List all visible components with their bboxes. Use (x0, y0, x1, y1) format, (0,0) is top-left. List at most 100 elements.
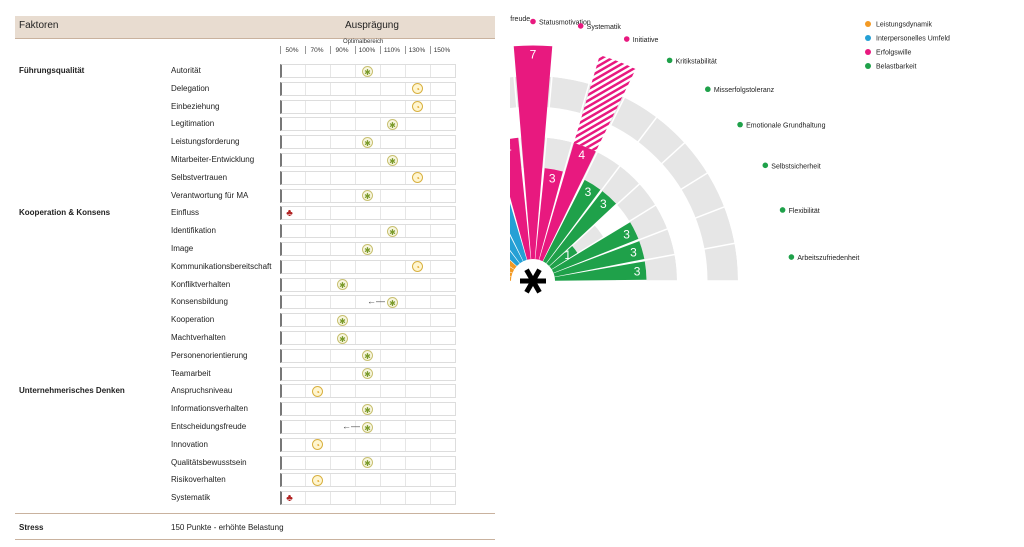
factor-row (280, 473, 456, 488)
item-label: Statusmotivation (539, 20, 591, 27)
grid-line (355, 349, 356, 362)
scale-label: 110% (383, 47, 401, 54)
label-dot (666, 57, 673, 64)
grid-line (380, 243, 381, 255)
item-label: Systematik (587, 24, 622, 31)
bar-value: 1 (564, 248, 571, 262)
bar-einsatzfreude (510, 137, 531, 260)
grid-line (430, 278, 431, 291)
grid-line (380, 332, 381, 344)
sector-divider (510, 46, 532, 260)
grid-line (330, 332, 331, 344)
grid-line (405, 367, 406, 380)
legend-entry: Interpersonelles Umfeld (876, 36, 950, 43)
grid-line (430, 225, 431, 238)
value-marker: ✱ (387, 225, 398, 237)
grid-line (430, 118, 431, 131)
grid-line (380, 225, 381, 238)
factor-label: Identifikation (171, 226, 216, 236)
sector-divider (553, 195, 753, 274)
bar-auftreten (510, 235, 523, 264)
grid-line (405, 278, 406, 291)
grid-line (405, 492, 406, 505)
grid-line (330, 349, 331, 362)
label-dot (623, 36, 630, 42)
grid-line (430, 332, 431, 344)
sector-divider (538, 54, 599, 261)
optimal-range-label: Optimalbereich (343, 39, 384, 45)
grid-line (305, 82, 306, 95)
value-marker: ✱ (387, 118, 398, 130)
value-marker: ◔ (312, 439, 323, 451)
arrow-left-icon: ←— (342, 421, 360, 431)
bar-flexibilität (553, 241, 645, 277)
grid-line (405, 189, 406, 202)
value-marker: ✱ (362, 368, 373, 380)
grid-line (330, 82, 331, 95)
grid-line (305, 403, 306, 416)
value-marker: ♣ (286, 207, 293, 219)
header-factors: Faktoren (19, 20, 59, 31)
value-marker: ◔ (412, 172, 423, 184)
item-label: Emotionale Grundhaltung (746, 123, 825, 130)
grid-line (405, 403, 406, 416)
header-auspraegung: Ausprägung (345, 20, 399, 31)
factor-label: Personenorientierung (171, 350, 248, 360)
grid-line (330, 314, 331, 327)
grid-line (305, 260, 306, 273)
label-dot (779, 207, 786, 213)
grid-line (355, 456, 356, 469)
factor-row (280, 313, 456, 328)
sector-divider (534, 46, 556, 260)
factor-label: Risikoverhalten (171, 475, 226, 485)
grid-line (305, 385, 306, 398)
grid-line (355, 136, 356, 149)
factor-row (280, 170, 456, 185)
grid-line (355, 474, 356, 487)
grid-line (380, 278, 381, 291)
bar-einfühlungsvermögen (510, 203, 527, 262)
item-label: Initiative (633, 37, 659, 44)
grid-line (380, 189, 381, 202)
factor-label: Autorität (171, 66, 201, 75)
grid-line (380, 403, 381, 416)
sector-divider (548, 121, 708, 267)
factor-row (280, 420, 456, 434)
grid-line (430, 314, 431, 327)
factor-label: Mitarbeiter-Entwicklung (171, 155, 255, 164)
bar-statusmotivation (513, 45, 553, 260)
grid-line (380, 474, 381, 487)
stress-label: Stress (19, 523, 44, 532)
grid-line (380, 65, 381, 77)
label-dot (762, 162, 769, 169)
label-dot (577, 23, 584, 29)
factor-row (280, 348, 456, 363)
grid-line (430, 492, 431, 505)
factor-label: Systematik (171, 493, 211, 503)
bar-kontaktfähigkeit (510, 251, 520, 267)
legend-entry: Belastbarkeit (876, 64, 917, 71)
legend-entry: Erfolgswille (876, 50, 912, 57)
grid-line (380, 118, 381, 131)
grid-line (330, 385, 331, 398)
grid-line (305, 296, 306, 309)
grid-line (405, 474, 406, 487)
factor-row (280, 437, 456, 452)
grid-line (305, 243, 306, 255)
factor-row (280, 259, 456, 274)
factor-row (280, 135, 456, 150)
value-marker: ◔ (412, 261, 423, 273)
grid-line (430, 100, 431, 113)
grid-line (305, 367, 306, 380)
grid-line (330, 65, 331, 77)
legend-dot (865, 63, 871, 69)
sector-divider (510, 197, 528, 261)
grid-line (405, 136, 406, 149)
grid-line (330, 118, 331, 131)
grid-line (355, 367, 356, 380)
label-dot (788, 254, 795, 260)
bar-systematik (535, 168, 563, 260)
bar-value: 3 (634, 264, 641, 278)
grid-line (380, 349, 381, 362)
bar-misserfolgstoleranz (546, 191, 617, 267)
